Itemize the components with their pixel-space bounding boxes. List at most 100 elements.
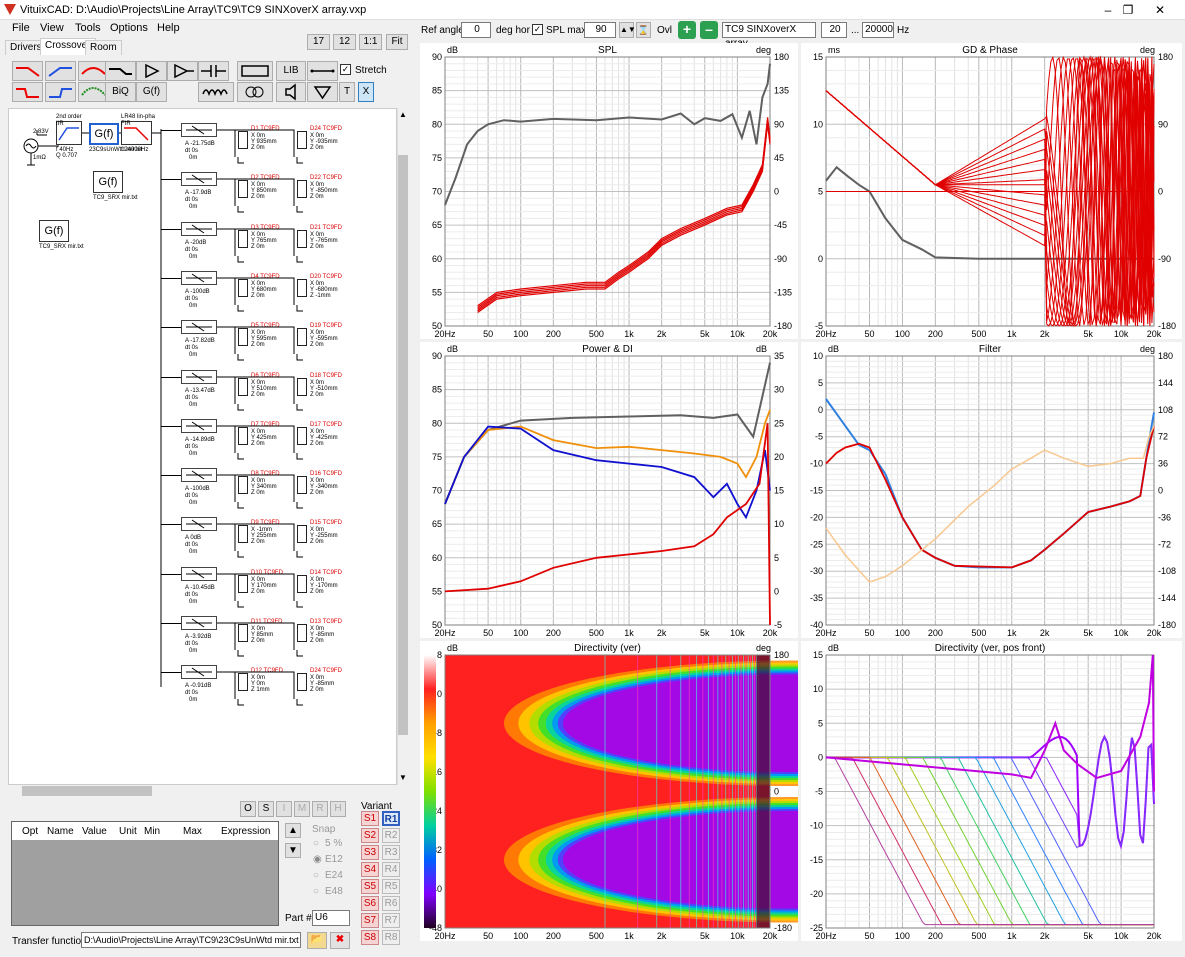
tab-room[interactable]: Room <box>85 40 122 55</box>
menu-options[interactable]: Options <box>110 22 148 34</box>
directivity-ver-chart[interactable]: Directivity (ver) dB deg 20Hz 50 100 200 500 1k 2… <box>420 641 798 941</box>
move-up-icon[interactable]: ▲ <box>285 823 301 838</box>
driver-speaker-icon[interactable] <box>297 328 307 347</box>
variant-s1-button[interactable]: S1 <box>361 811 379 826</box>
stretch-checkbox[interactable]: ✓ <box>340 64 351 75</box>
gain-block[interactable] <box>181 616 217 630</box>
gain-block[interactable] <box>181 172 217 187</box>
buffer-tool-button[interactable] <box>136 61 167 81</box>
driver-speaker-icon[interactable] <box>297 131 307 149</box>
opt-o-button[interactable]: O <box>240 801 256 817</box>
driver-speaker-icon[interactable] <box>297 673 307 692</box>
spl-max-checkbox[interactable]: ✓ <box>532 24 543 35</box>
driver-speaker-icon[interactable] <box>238 377 248 396</box>
driver-speaker-icon[interactable] <box>238 525 248 544</box>
menu-help[interactable]: Help <box>157 22 180 34</box>
driver-speaker-icon[interactable] <box>238 624 248 642</box>
highpass-tool-button[interactable] <box>45 61 76 81</box>
view-12-button[interactable]: 12 <box>333 34 356 50</box>
spl-auto-icon[interactable]: ⌛ <box>636 22 651 38</box>
highpass2-tool-button[interactable] <box>45 82 76 102</box>
gain-block[interactable] <box>181 320 217 335</box>
opt-r-button[interactable]: R <box>312 801 328 817</box>
minimize-icon[interactable]: – <box>1104 3 1112 17</box>
variant-s2-button[interactable]: S2 <box>361 828 379 843</box>
gain-block[interactable] <box>181 123 217 137</box>
remove-overlay-icon[interactable]: – <box>700 21 718 39</box>
opt-s-button[interactable]: S <box>258 801 274 817</box>
x-tool-button[interactable]: X <box>358 82 374 102</box>
add-overlay-icon[interactable]: + <box>678 21 696 39</box>
menu-file[interactable]: File <box>12 22 30 34</box>
iir-block[interactable] <box>56 121 82 145</box>
driver-speaker-icon[interactable] <box>238 574 248 593</box>
freq-hi-input[interactable]: 20000 <box>862 22 894 38</box>
driver-speaker-icon[interactable] <box>238 476 248 495</box>
driver-speaker-icon[interactable] <box>238 229 248 248</box>
opt-i-button[interactable]: I <box>276 801 292 817</box>
driver-speaker-icon[interactable] <box>238 426 248 445</box>
driver-speaker-icon[interactable] <box>297 476 307 495</box>
inductor-tool-button[interactable] <box>198 82 234 102</box>
gd-phase-chart[interactable]: GD & Phase ms deg 20Hz 50 100 200 500 1k 2k 5k 10k 2… <box>801 43 1182 339</box>
view-1to1-button[interactable]: 1:1 <box>359 34 382 50</box>
variant-r4-button[interactable]: R4 <box>382 862 400 877</box>
snap-radio-e48[interactable]: ○ <box>313 886 320 897</box>
variant-s4-button[interactable]: S4 <box>361 862 379 877</box>
variant-r3-button[interactable]: R3 <box>382 845 400 860</box>
driver-speaker-icon[interactable] <box>238 180 248 199</box>
driver-speaker-icon[interactable] <box>238 673 248 692</box>
scroll-down-icon[interactable]: ▼ <box>399 773 407 782</box>
gain-block[interactable] <box>181 221 217 236</box>
lowpass-tool-button[interactable] <box>12 61 43 81</box>
gain-block[interactable] <box>181 369 217 384</box>
menu-tools[interactable]: Tools <box>75 22 101 34</box>
transfer-function-input[interactable]: D:\Audio\Projects\Line Array\TC9\23C9sUn… <box>81 932 301 948</box>
shelf-tool-button[interactable] <box>105 61 136 81</box>
gain-block[interactable] <box>181 270 217 285</box>
maximize-icon[interactable]: ❐ <box>1122 3 1134 17</box>
text-tool-button[interactable]: T <box>339 82 355 102</box>
menu-view[interactable]: View <box>40 22 64 34</box>
opt-h-button[interactable]: H <box>330 801 346 817</box>
gf-tool-button[interactable]: G(f) <box>136 82 167 102</box>
snap-radio-5pct[interactable]: ○ <box>313 838 320 849</box>
gain-block[interactable] <box>181 517 217 532</box>
driver-speaker-icon[interactable] <box>238 328 248 347</box>
part-number-input[interactable]: U6 <box>312 910 350 926</box>
directivity-ver-front-chart[interactable]: Directivity (ver, pos front) dB 20Hz 50 100 2… <box>801 641 1182 941</box>
gf-block-1[interactable]: G(f) <box>89 123 119 145</box>
variant-s8-button[interactable]: S8 <box>361 930 379 945</box>
variant-r7-button[interactable]: R7 <box>382 913 400 928</box>
driver-speaker-icon[interactable] <box>297 180 307 199</box>
capacitor-tool-button[interactable] <box>198 61 229 81</box>
driver-speaker-icon[interactable] <box>297 377 307 396</box>
driver-speaker-icon[interactable] <box>297 229 307 248</box>
gain-block[interactable] <box>181 665 217 680</box>
canvas-horizontal-scroll-thumb[interactable] <box>22 786 152 796</box>
transformer-tool-button[interactable] <box>237 82 273 102</box>
fir-block[interactable] <box>121 121 152 145</box>
view-17-button[interactable]: 17 <box>307 34 330 50</box>
spl-max-input[interactable]: 90 <box>584 22 616 38</box>
variant-r6-button[interactable]: R6 <box>382 896 400 911</box>
move-down-icon[interactable]: ▼ <box>285 843 301 858</box>
power-di-chart[interactable]: Power & DI dB dB 20Hz 50 100 200 500 1k 2k 5k 10k 20… <box>420 342 798 638</box>
driver-tool-button[interactable] <box>276 82 306 102</box>
driver-speaker-icon[interactable] <box>238 131 248 149</box>
variant-r5-button[interactable]: R5 <box>382 879 400 894</box>
view-fit-button[interactable]: Fit <box>386 34 408 50</box>
gain-block[interactable] <box>181 418 217 433</box>
spl-stepper-icon[interactable]: ▲▼ <box>619 22 636 38</box>
driver-speaker-icon[interactable] <box>238 278 248 297</box>
variant-s7-button[interactable]: S7 <box>361 913 379 928</box>
gf-block-3[interactable]: G(f) <box>39 220 69 242</box>
schematic-canvas[interactable]: 2.83V 1mΩ 2nd order IIR f 40Hz Q 0.707 G… <box>8 108 397 785</box>
freq-lo-input[interactable]: 20 <box>821 22 847 38</box>
overlay-select[interactable]: TC9 SINXoverX array <box>722 22 816 49</box>
wire-tool-button[interactable] <box>307 61 338 81</box>
driver-speaker-icon[interactable] <box>297 624 307 642</box>
resistor-tool-button[interactable] <box>237 61 273 81</box>
scroll-up-icon[interactable]: ▲ <box>399 110 407 119</box>
variant-s6-button[interactable]: S6 <box>361 896 379 911</box>
